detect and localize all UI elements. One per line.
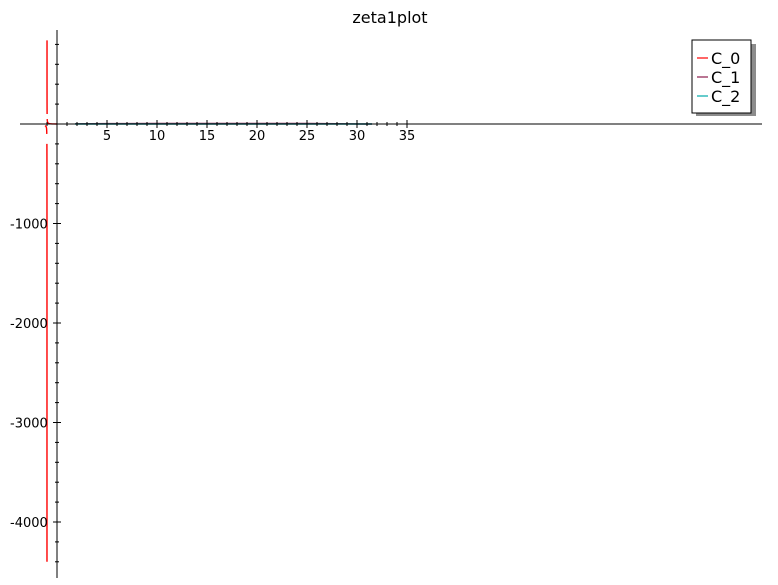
y-tick-label: -1000 [10,218,48,233]
tick-marks [46,43,408,563]
x-tick-label: 30 [349,129,366,144]
series-line [46,118,58,125]
x-tick-label: 5 [103,129,111,144]
x-tick-label: 35 [399,129,416,144]
series-line [44,125,48,134]
legend-label: C_2 [711,87,740,107]
y-tick-label: -4000 [10,516,48,531]
legend-items: C_0C_1C_2 [697,49,740,107]
x-tick-label: 20 [249,129,266,144]
chart-title: zeta1plot [352,8,427,27]
x-tick-label: 25 [299,129,316,144]
x-tick-label: 15 [199,129,216,144]
legend: C_0C_1C_2 [691,39,756,116]
y-tick-label: -2000 [10,317,48,332]
axes [20,30,762,578]
legend-label: C_0 [711,49,740,69]
series-layer [44,40,373,562]
y-tick-label: -3000 [10,417,48,432]
x-tick-label: 10 [149,129,166,144]
legend-label: C_1 [711,68,740,88]
tick-labels: 5 10 15 20 25 30 35 -1000 -2000 -3000 -4000 [10,129,415,531]
series-c-0 [44,40,58,562]
